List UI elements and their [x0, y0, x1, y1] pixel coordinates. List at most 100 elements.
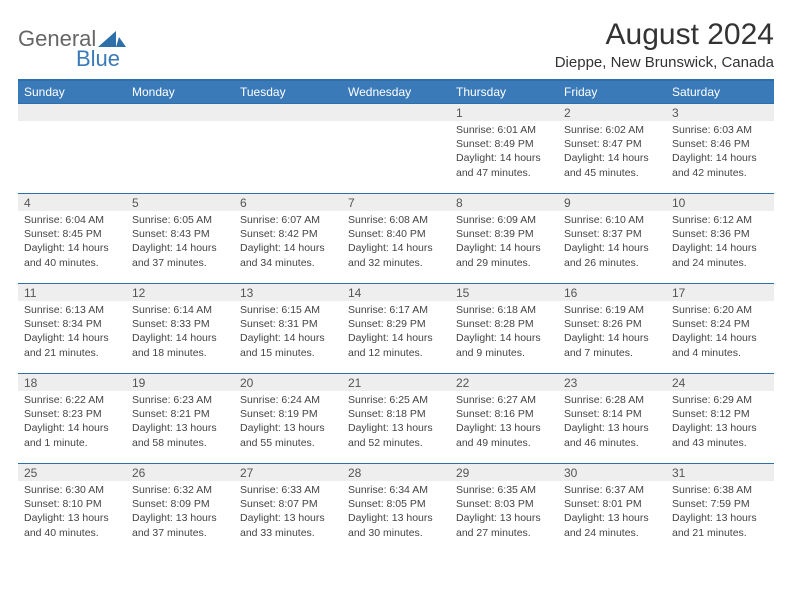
sunrise-line: Sunrise: 6:37 AM — [564, 483, 660, 497]
day-details: Sunrise: 6:13 AMSunset: 8:34 PMDaylight:… — [18, 301, 126, 364]
day-cell: 28Sunrise: 6:34 AMSunset: 8:05 PMDayligh… — [342, 463, 450, 553]
sunrise-line: Sunrise: 6:15 AM — [240, 303, 336, 317]
day-details: Sunrise: 6:23 AMSunset: 8:21 PMDaylight:… — [126, 391, 234, 454]
day-number: 5 — [126, 193, 234, 211]
day-cell: 21Sunrise: 6:25 AMSunset: 8:18 PMDayligh… — [342, 373, 450, 463]
day-details: Sunrise: 6:35 AMSunset: 8:03 PMDaylight:… — [450, 481, 558, 544]
sunset-line: Sunset: 8:19 PM — [240, 407, 336, 421]
weekday-header: Thursday — [450, 81, 558, 103]
day-details: Sunrise: 6:08 AMSunset: 8:40 PMDaylight:… — [342, 211, 450, 274]
daylight-line: Daylight: 14 hours and 42 minutes. — [672, 151, 768, 179]
day-cell: 13Sunrise: 6:15 AMSunset: 8:31 PMDayligh… — [234, 283, 342, 373]
day-details: Sunrise: 6:15 AMSunset: 8:31 PMDaylight:… — [234, 301, 342, 364]
daylight-line: Daylight: 14 hours and 12 minutes. — [348, 331, 444, 359]
weekday-header: Sunday — [18, 81, 126, 103]
day-cell: 17Sunrise: 6:20 AMSunset: 8:24 PMDayligh… — [666, 283, 774, 373]
day-cell: 12Sunrise: 6:14 AMSunset: 8:33 PMDayligh… — [126, 283, 234, 373]
sunrise-line: Sunrise: 6:20 AM — [672, 303, 768, 317]
daylight-line: Daylight: 14 hours and 26 minutes. — [564, 241, 660, 269]
sunset-line: Sunset: 8:24 PM — [672, 317, 768, 331]
sunrise-line: Sunrise: 6:27 AM — [456, 393, 552, 407]
day-details — [126, 121, 234, 127]
day-cell — [126, 103, 234, 193]
day-details: Sunrise: 6:10 AMSunset: 8:37 PMDaylight:… — [558, 211, 666, 274]
daylight-line: Daylight: 13 hours and 33 minutes. — [240, 511, 336, 539]
sunset-line: Sunset: 8:43 PM — [132, 227, 228, 241]
daylight-line: Daylight: 14 hours and 34 minutes. — [240, 241, 336, 269]
daylight-line: Daylight: 13 hours and 49 minutes. — [456, 421, 552, 449]
day-details: Sunrise: 6:38 AMSunset: 7:59 PMDaylight:… — [666, 481, 774, 544]
day-cell: 14Sunrise: 6:17 AMSunset: 8:29 PMDayligh… — [342, 283, 450, 373]
weekday-header: Wednesday — [342, 81, 450, 103]
sunset-line: Sunset: 8:40 PM — [348, 227, 444, 241]
day-number: 3 — [666, 103, 774, 121]
day-details: Sunrise: 6:29 AMSunset: 8:12 PMDaylight:… — [666, 391, 774, 454]
day-cell: 11Sunrise: 6:13 AMSunset: 8:34 PMDayligh… — [18, 283, 126, 373]
day-number: 13 — [234, 283, 342, 301]
daylight-line: Daylight: 13 hours and 27 minutes. — [456, 511, 552, 539]
sunset-line: Sunset: 8:42 PM — [240, 227, 336, 241]
daylight-line: Daylight: 13 hours and 58 minutes. — [132, 421, 228, 449]
daylight-line: Daylight: 14 hours and 1 minute. — [24, 421, 120, 449]
sunset-line: Sunset: 8:12 PM — [672, 407, 768, 421]
day-cell: 27Sunrise: 6:33 AMSunset: 8:07 PMDayligh… — [234, 463, 342, 553]
day-cell: 2Sunrise: 6:02 AMSunset: 8:47 PMDaylight… — [558, 103, 666, 193]
day-cell: 19Sunrise: 6:23 AMSunset: 8:21 PMDayligh… — [126, 373, 234, 463]
day-details: Sunrise: 6:22 AMSunset: 8:23 PMDaylight:… — [18, 391, 126, 454]
day-number: 19 — [126, 373, 234, 391]
day-details: Sunrise: 6:30 AMSunset: 8:10 PMDaylight:… — [18, 481, 126, 544]
sunset-line: Sunset: 8:23 PM — [24, 407, 120, 421]
location: Dieppe, New Brunswick, Canada — [555, 54, 774, 71]
weekday-header: Tuesday — [234, 81, 342, 103]
sunrise-line: Sunrise: 6:24 AM — [240, 393, 336, 407]
sunset-line: Sunset: 8:47 PM — [564, 137, 660, 151]
day-cell: 22Sunrise: 6:27 AMSunset: 8:16 PMDayligh… — [450, 373, 558, 463]
week-row: 4Sunrise: 6:04 AMSunset: 8:45 PMDaylight… — [18, 193, 774, 283]
sunrise-line: Sunrise: 6:17 AM — [348, 303, 444, 317]
day-number: 10 — [666, 193, 774, 211]
sunrise-line: Sunrise: 6:04 AM — [24, 213, 120, 227]
sunset-line: Sunset: 8:37 PM — [564, 227, 660, 241]
day-number: 14 — [342, 283, 450, 301]
sunrise-line: Sunrise: 6:38 AM — [672, 483, 768, 497]
day-cell — [342, 103, 450, 193]
logo: General Blue — [18, 26, 126, 52]
day-cell: 20Sunrise: 6:24 AMSunset: 8:19 PMDayligh… — [234, 373, 342, 463]
week-row: 11Sunrise: 6:13 AMSunset: 8:34 PMDayligh… — [18, 283, 774, 373]
day-details: Sunrise: 6:02 AMSunset: 8:47 PMDaylight:… — [558, 121, 666, 184]
day-number: 30 — [558, 463, 666, 481]
daylight-line: Daylight: 13 hours and 40 minutes. — [24, 511, 120, 539]
daylight-line: Daylight: 13 hours and 52 minutes. — [348, 421, 444, 449]
day-details: Sunrise: 6:20 AMSunset: 8:24 PMDaylight:… — [666, 301, 774, 364]
sunrise-line: Sunrise: 6:09 AM — [456, 213, 552, 227]
daylight-line: Daylight: 14 hours and 9 minutes. — [456, 331, 552, 359]
sunset-line: Sunset: 8:10 PM — [24, 497, 120, 511]
day-number: 16 — [558, 283, 666, 301]
day-details: Sunrise: 6:05 AMSunset: 8:43 PMDaylight:… — [126, 211, 234, 274]
day-number: 22 — [450, 373, 558, 391]
daylight-line: Daylight: 14 hours and 18 minutes. — [132, 331, 228, 359]
day-details — [342, 121, 450, 127]
sunset-line: Sunset: 7:59 PM — [672, 497, 768, 511]
daylight-line: Daylight: 14 hours and 21 minutes. — [24, 331, 120, 359]
day-number: 11 — [18, 283, 126, 301]
sunset-line: Sunset: 8:16 PM — [456, 407, 552, 421]
sunset-line: Sunset: 8:07 PM — [240, 497, 336, 511]
daylight-line: Daylight: 13 hours and 21 minutes. — [672, 511, 768, 539]
day-cell: 1Sunrise: 6:01 AMSunset: 8:49 PMDaylight… — [450, 103, 558, 193]
day-details: Sunrise: 6:17 AMSunset: 8:29 PMDaylight:… — [342, 301, 450, 364]
sunrise-line: Sunrise: 6:19 AM — [564, 303, 660, 317]
sunset-line: Sunset: 8:36 PM — [672, 227, 768, 241]
daylight-line: Daylight: 14 hours and 40 minutes. — [24, 241, 120, 269]
sunset-line: Sunset: 8:46 PM — [672, 137, 768, 151]
sunrise-line: Sunrise: 6:33 AM — [240, 483, 336, 497]
day-number: 21 — [342, 373, 450, 391]
day-cell: 5Sunrise: 6:05 AMSunset: 8:43 PMDaylight… — [126, 193, 234, 283]
header: General Blue August 2024 Dieppe, New Bru… — [18, 18, 774, 71]
sunset-line: Sunset: 8:09 PM — [132, 497, 228, 511]
day-details: Sunrise: 6:27 AMSunset: 8:16 PMDaylight:… — [450, 391, 558, 454]
day-number — [18, 103, 126, 121]
day-details — [18, 121, 126, 127]
sunset-line: Sunset: 8:28 PM — [456, 317, 552, 331]
day-cell: 16Sunrise: 6:19 AMSunset: 8:26 PMDayligh… — [558, 283, 666, 373]
